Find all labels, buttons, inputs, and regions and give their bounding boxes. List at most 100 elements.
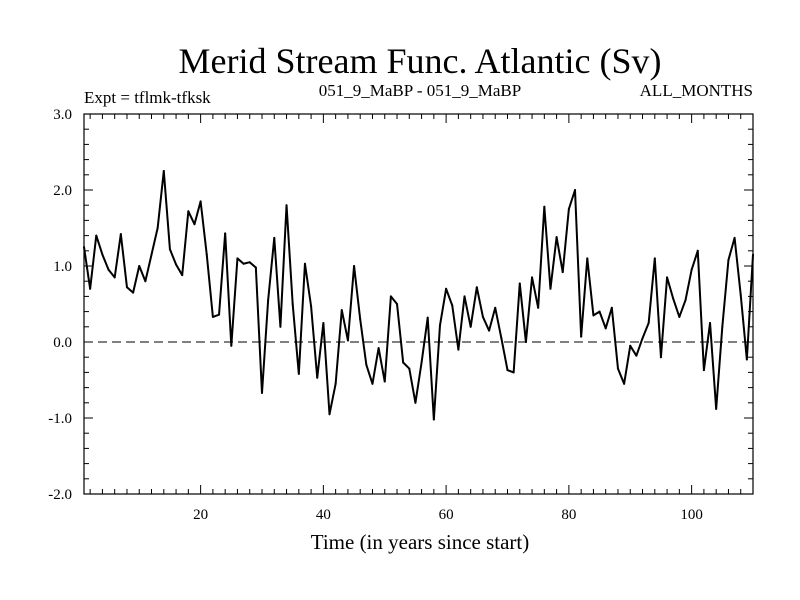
data-point: [371, 382, 374, 385]
data-point: [500, 337, 503, 340]
x-tick-label: 40: [316, 507, 331, 523]
data-point: [733, 236, 736, 239]
y-tick-label: -1.0: [48, 411, 72, 427]
data-point: [592, 314, 595, 317]
data-point: [727, 258, 730, 261]
data-point: [647, 322, 650, 324]
data-point: [285, 204, 288, 207]
data-point: [518, 282, 521, 285]
months-label: ALL_MONTHS: [640, 81, 753, 100]
data-point: [193, 223, 196, 226]
data-point: [659, 356, 662, 359]
data-point: [580, 335, 583, 338]
data-point: [543, 205, 546, 208]
x-axis-label: Time (in years since start): [311, 530, 530, 554]
data-point: [267, 299, 270, 302]
data-point: [561, 271, 564, 274]
data-point: [721, 325, 724, 328]
data-point: [481, 315, 484, 318]
data-point: [291, 303, 294, 305]
data-point: [187, 210, 190, 213]
data-point: [567, 208, 570, 210]
data-point: [402, 361, 405, 364]
data-point: [383, 380, 386, 383]
data-point: [377, 347, 380, 350]
axis-tick-labels: -2.0 -1.0 0.0 1.0 2.0 3.0 20 40 60 80 100: [48, 107, 703, 523]
axis-ticks: [84, 113, 754, 495]
data-point: [610, 306, 613, 309]
data-point: [451, 304, 454, 307]
plot-frame: [83, 113, 754, 495]
data-point: [488, 329, 491, 332]
data-point: [616, 367, 619, 370]
data-point: [420, 361, 423, 364]
data-point: [132, 291, 135, 294]
experiment-label: Expt = tflmk-tfksk: [84, 88, 211, 107]
data-point: [199, 200, 202, 203]
data-point: [696, 249, 699, 252]
period-label: 051_9_MaBP - 051_9_MaBP: [319, 81, 521, 100]
data-point: [457, 348, 460, 351]
data-point: [162, 170, 165, 172]
data-point: [359, 318, 362, 321]
data-point: [396, 303, 399, 305]
data-point: [260, 391, 263, 394]
data-point: [408, 367, 411, 370]
data-points: [83, 170, 754, 421]
data-point: [426, 316, 429, 319]
data-point: [586, 257, 589, 260]
data-point: [310, 305, 313, 308]
data-point: [224, 232, 227, 235]
data-point: [678, 315, 681, 318]
data-point: [242, 262, 245, 265]
data-point: [95, 234, 98, 237]
data-point: [218, 313, 221, 316]
x-tick-label: 20: [193, 507, 208, 523]
data-point: [211, 315, 214, 318]
y-tick-label: 1.0: [53, 259, 72, 275]
data-point: [389, 295, 392, 298]
data-point: [236, 257, 239, 260]
data-point: [432, 418, 435, 421]
data-point: [107, 268, 110, 271]
data-point: [641, 337, 644, 340]
data-point: [144, 280, 147, 283]
x-tick-label: 100: [680, 507, 703, 523]
x-tick-label: 80: [561, 507, 576, 523]
data-point: [119, 233, 122, 236]
series-line: [83, 170, 754, 421]
data-point: [279, 325, 282, 328]
y-tick-label: 0.0: [53, 335, 72, 351]
data-point: [702, 369, 705, 372]
data-point: [230, 344, 233, 347]
data-point: [574, 189, 577, 191]
data-point: [604, 327, 607, 330]
data-point: [524, 341, 527, 343]
data-point: [690, 268, 693, 271]
data-point: [353, 265, 356, 267]
y-tick-label: -2.0: [48, 487, 72, 503]
data-point: [414, 401, 417, 404]
data-point: [181, 274, 184, 277]
x-tick-label: 60: [439, 507, 454, 523]
data-point: [248, 261, 251, 264]
data-point: [623, 382, 626, 385]
data-point: [635, 354, 638, 357]
data-point: [684, 299, 687, 302]
data-point: [475, 286, 478, 289]
data-point: [666, 276, 669, 279]
data-point: [672, 297, 675, 300]
data-point: [334, 382, 337, 385]
data-point: [322, 322, 325, 324]
data-point: [531, 276, 534, 279]
data-point: [205, 253, 208, 256]
data-point: [273, 236, 276, 239]
y-tick-label: 3.0: [53, 107, 72, 123]
data-point: [175, 263, 178, 266]
data-point: [739, 293, 742, 296]
data-point: [745, 358, 748, 361]
data-point: [494, 306, 497, 309]
data-point: [463, 295, 466, 298]
data-point: [653, 257, 656, 260]
